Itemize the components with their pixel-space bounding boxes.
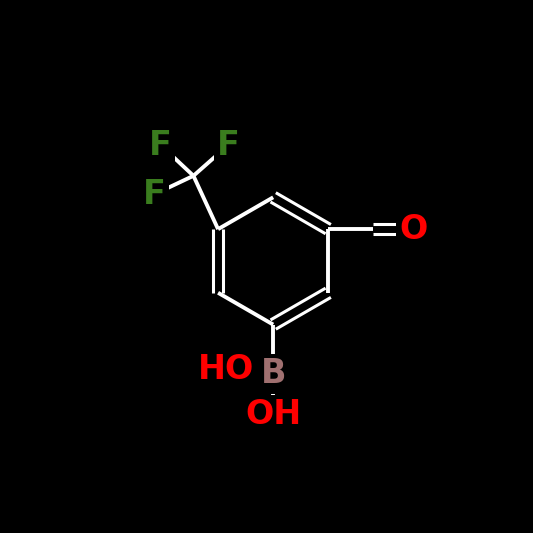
Text: OH: OH [245,398,301,431]
Text: HO: HO [198,353,254,386]
Text: O: O [400,213,428,246]
Text: B: B [261,357,286,390]
Text: F: F [149,128,172,161]
Text: F: F [217,128,240,161]
Text: F: F [143,178,166,211]
